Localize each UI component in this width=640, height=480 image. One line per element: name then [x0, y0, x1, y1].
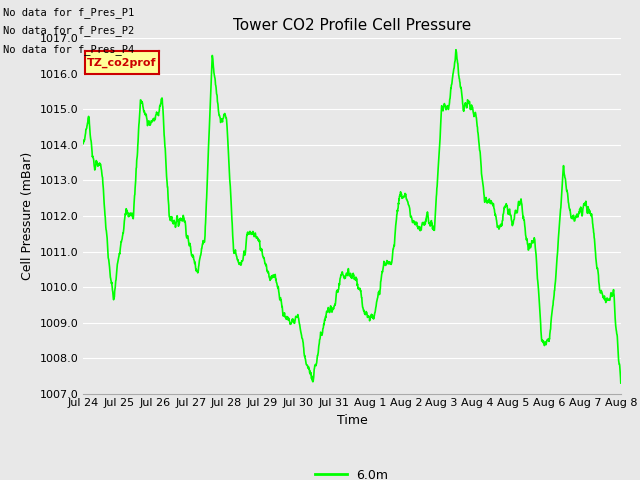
Title: Tower CO2 Profile Cell Pressure: Tower CO2 Profile Cell Pressure — [233, 18, 471, 33]
Legend: 6.0m: 6.0m — [310, 464, 394, 480]
X-axis label: Time: Time — [337, 414, 367, 427]
Y-axis label: Cell Pressure (mBar): Cell Pressure (mBar) — [21, 152, 34, 280]
Text: TZ_co2prof: TZ_co2prof — [87, 58, 157, 68]
Text: No data for f_Pres_P1: No data for f_Pres_P1 — [3, 7, 134, 18]
Text: No data for f_Pres_P2: No data for f_Pres_P2 — [3, 25, 134, 36]
Text: No data for f_Pres_P4: No data for f_Pres_P4 — [3, 44, 134, 55]
